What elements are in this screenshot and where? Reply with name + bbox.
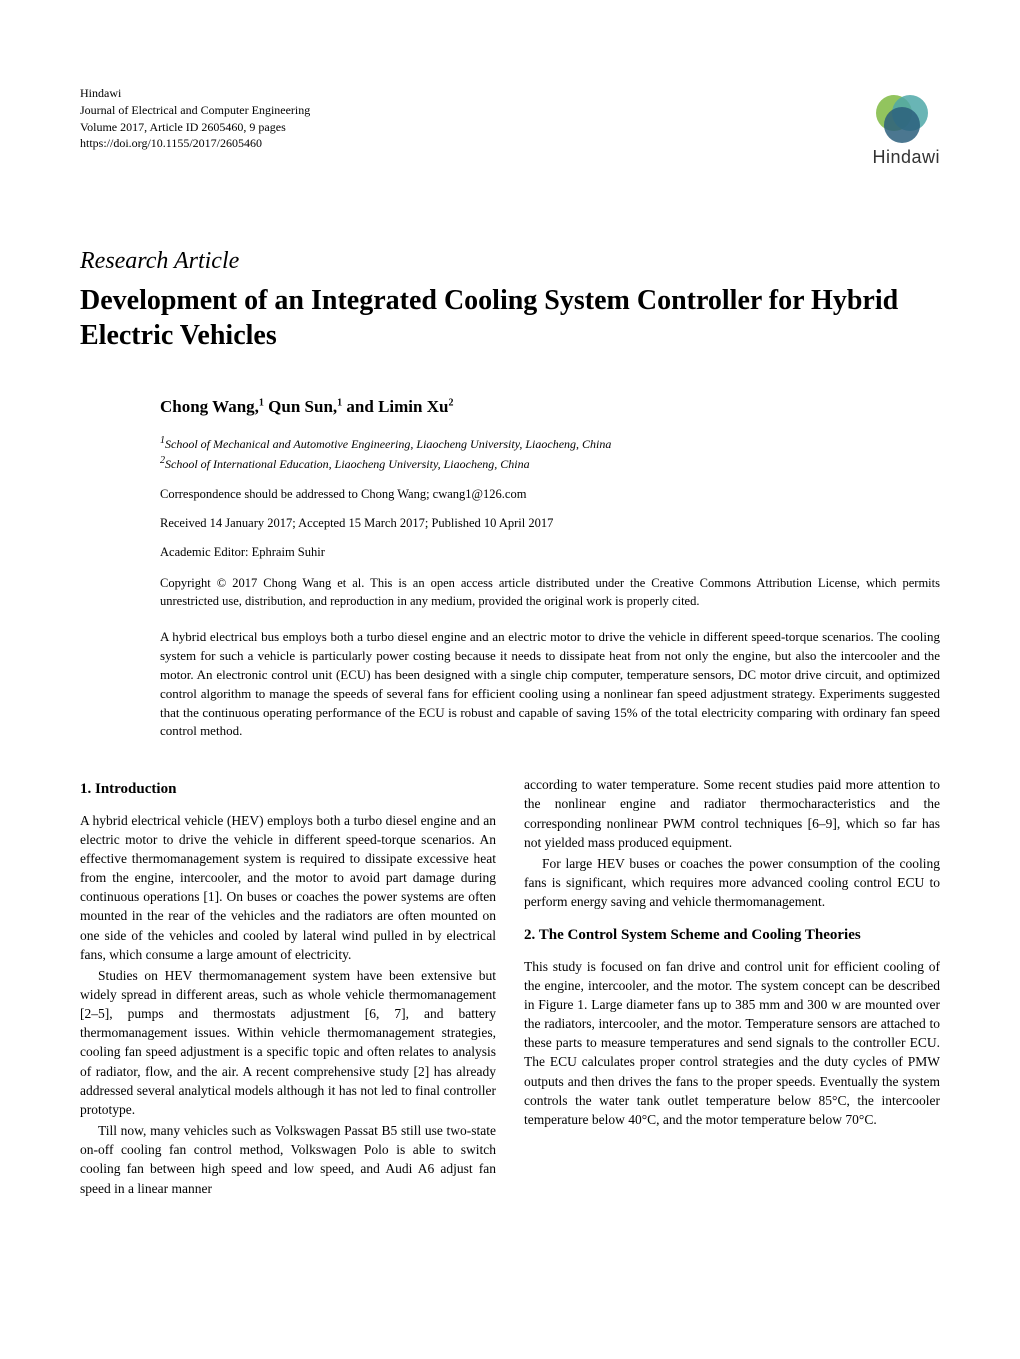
page-header: Hindawi Journal of Electrical and Comput… [80, 85, 940, 168]
affiliation-sup: 1 [337, 397, 342, 408]
publication-info: Hindawi Journal of Electrical and Comput… [80, 85, 310, 152]
academic-editor: Academic Editor: Ephraim Suhir [80, 545, 940, 560]
affiliation-sup: 2 [448, 397, 453, 408]
hindawi-logo-icon [872, 85, 932, 145]
correspondence-line: Correspondence should be addressed to Ch… [80, 487, 940, 502]
section-heading-introduction: 1. Introduction [80, 779, 496, 800]
body-paragraph: For large HEV buses or coaches the power… [524, 854, 940, 911]
author-name: Qun Sun, [268, 397, 337, 416]
body-paragraph: This study is focused on fan drive and c… [524, 957, 940, 1129]
author-list: Chong Wang,1 Qun Sun,1 and Limin Xu2 [80, 397, 940, 417]
journal-name: Journal of Electrical and Computer Engin… [80, 102, 310, 119]
body-paragraph: Till now, many vehicles such as Volkswag… [80, 1121, 496, 1198]
body-paragraph: Studies on HEV thermomanagement system h… [80, 966, 496, 1119]
affiliation-sup: 1 [259, 397, 264, 408]
affiliations-block: 1School of Mechanical and Automotive Eng… [80, 433, 940, 473]
article-type-label: Research Article [80, 248, 940, 275]
affiliation-text: School of Mechanical and Automotive Engi… [165, 437, 611, 451]
volume-info: Volume 2017, Article ID 2605460, 9 pages [80, 119, 310, 136]
article-title: Development of an Integrated Cooling Sys… [80, 283, 940, 353]
right-column: according to water temperature. Some rec… [524, 775, 940, 1199]
section-heading-scheme: 2. The Control System Scheme and Cooling… [524, 925, 940, 946]
publisher-logo: Hindawi [872, 85, 940, 168]
abstract-text: A hybrid electrical bus employs both a t… [80, 628, 940, 741]
publication-dates: Received 14 January 2017; Accepted 15 Ma… [80, 516, 940, 531]
affiliation-line: 1School of Mechanical and Automotive Eng… [160, 433, 940, 453]
author-name: Chong Wang, [160, 397, 259, 416]
doi-link: https://doi.org/10.1155/2017/2605460 [80, 135, 310, 152]
copyright-notice: Copyright © 2017 Chong Wang et al. This … [80, 574, 940, 610]
left-column: 1. Introduction A hybrid electrical vehi… [80, 775, 496, 1199]
author-name: and Limin Xu [346, 397, 448, 416]
publisher-logo-text: Hindawi [872, 147, 940, 168]
body-columns: 1. Introduction A hybrid electrical vehi… [80, 775, 940, 1199]
body-paragraph: according to water temperature. Some rec… [524, 775, 940, 852]
affiliation-line: 2School of International Education, Liao… [160, 453, 940, 473]
body-paragraph: A hybrid electrical vehicle (HEV) employ… [80, 811, 496, 964]
publisher-name: Hindawi [80, 85, 310, 102]
affiliation-text: School of International Education, Liaoc… [165, 457, 530, 471]
